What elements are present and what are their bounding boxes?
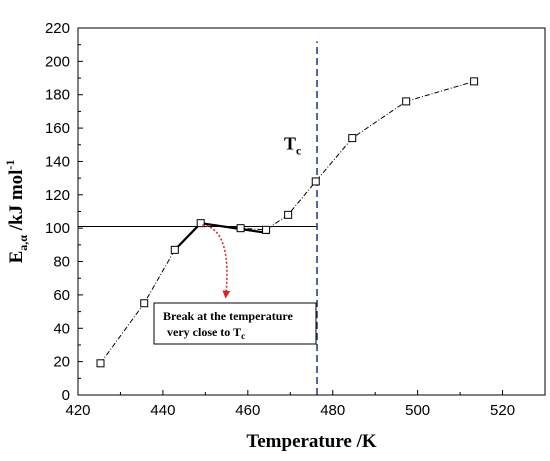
data-point <box>470 77 479 86</box>
y-axis-title: Ea,α /kJ mol-1 <box>3 160 30 264</box>
x-axis-title: Temperature /K <box>246 431 377 452</box>
x-tick-label: 420 <box>65 402 90 419</box>
data-point <box>311 177 320 186</box>
x-tick-label: 460 <box>235 402 260 419</box>
data-point <box>140 299 149 308</box>
data-point <box>196 219 205 228</box>
y-tick-label: 140 <box>45 153 70 170</box>
tc-label-main: T <box>284 133 296 153</box>
data-point <box>96 359 105 368</box>
plot-frame <box>77 27 546 396</box>
x-tick-label: 480 <box>320 402 345 419</box>
y-tick-label: 200 <box>45 53 70 70</box>
y-tick-label: 0 <box>62 387 70 404</box>
data-point <box>348 134 357 143</box>
data-point <box>402 97 411 106</box>
y-tick-label: 160 <box>45 120 70 137</box>
break-segments <box>174 222 270 251</box>
y-tick-label: 220 <box>45 20 70 37</box>
y-title-sup: -1 <box>3 160 17 170</box>
annotation-line-1: Break at the temperature <box>163 309 294 323</box>
annotation-line-2-subscript: c <box>241 331 245 341</box>
tc-label-subscript: c <box>296 143 302 157</box>
data-point <box>262 225 271 234</box>
data-point <box>236 224 245 233</box>
y-tick-label: 180 <box>45 87 70 104</box>
y-tick-label: 120 <box>45 187 70 204</box>
tc-label: Tc <box>284 133 302 157</box>
y-tick-label: 100 <box>45 220 70 237</box>
annotation-layer <box>202 224 231 299</box>
y-title-sub: a,α <box>16 235 30 251</box>
y-tick-label: 40 <box>53 320 70 337</box>
x-tick-label: 440 <box>150 402 175 419</box>
data-point <box>284 210 293 219</box>
annotation-line-2: very close to Tc <box>167 325 245 341</box>
annotation-box-frame <box>153 302 317 345</box>
y-tick-label: 80 <box>53 254 70 271</box>
data-point <box>170 245 179 254</box>
y-tick-label: 60 <box>53 287 70 304</box>
y-title-rest: /kJ mol <box>6 170 27 235</box>
y-axis-ticks: 0 20 40 60 80 100 120 140 160 180 200 220 <box>45 20 83 404</box>
annotation-arrow <box>202 224 231 299</box>
series-line <box>100 80 475 364</box>
series-layer <box>96 77 479 368</box>
y-tick-label: 20 <box>53 354 70 371</box>
x-axis-ticks: 420 440 460 480 500 520 <box>65 390 515 419</box>
annotation-line-2-main: very close to T <box>167 325 241 339</box>
y-title-main: E <box>6 251 27 264</box>
x-tick-label: 520 <box>490 402 515 419</box>
annotation-box: Break at the temperature very close to T… <box>153 302 317 345</box>
x-tick-label: 500 <box>405 402 430 419</box>
